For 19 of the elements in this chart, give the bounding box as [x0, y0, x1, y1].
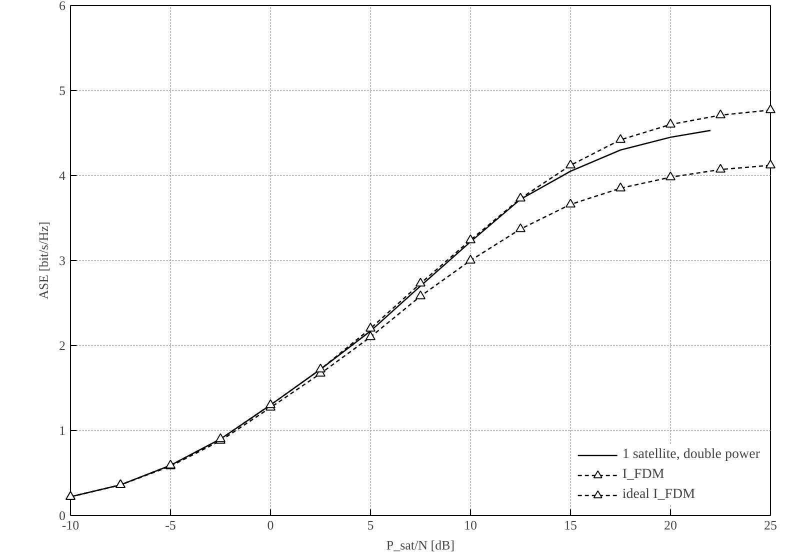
y-tick-label: 4: [59, 168, 66, 183]
x-tick-label: -5: [165, 518, 176, 532]
legend-label: ideal I_FDM: [622, 487, 696, 503]
y-tick-label: 1: [59, 423, 66, 438]
x-axis-title: P_sat/N [dB]: [386, 538, 455, 552]
x-tick-label: 20: [664, 518, 677, 532]
y-tick-label: 3: [59, 253, 66, 268]
x-tick-label: 25: [764, 518, 777, 532]
x-tick-label: 0: [267, 518, 274, 532]
x-tick-label: 15: [564, 518, 577, 532]
y-tick-label: 6: [59, 0, 66, 13]
x-tick-label: 5: [367, 518, 374, 532]
y-axis-title: ASE [bit/s/Hz]: [36, 222, 51, 300]
y-tick-label: 0: [59, 508, 66, 523]
y-tick-label: 2: [59, 338, 66, 353]
y-tick-label: 5: [59, 83, 66, 98]
legend-label: I_FDM: [622, 467, 664, 483]
legend-label: 1 satellite, double power: [622, 447, 760, 463]
x-tick-label: 10: [464, 518, 477, 532]
